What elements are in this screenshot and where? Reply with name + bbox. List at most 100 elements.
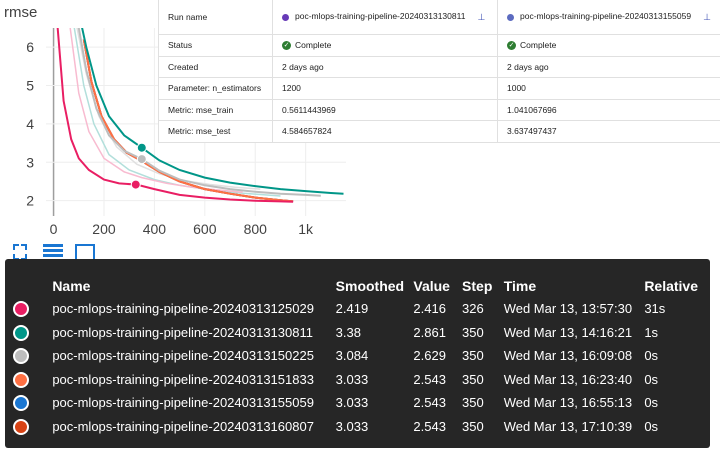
tooltip-name: poc-mlops-training-pipeline-202403131518… xyxy=(52,371,314,387)
compare-cell-text: Complete xyxy=(295,40,332,51)
series-swatch xyxy=(13,395,29,412)
x-tick-label: 400 xyxy=(143,221,167,237)
series-swatch xyxy=(13,324,29,341)
tooltip-name: poc-mlops-training-pipeline-202403131250… xyxy=(52,301,314,317)
series-swatch xyxy=(13,371,29,388)
series-line xyxy=(82,39,294,203)
x-tick-labels: 0 200 400 600 800 1k xyxy=(50,221,314,237)
y-tick-labels: 2 3 4 5 6 xyxy=(26,39,34,208)
y-axis-label: rmse xyxy=(4,4,37,21)
tooltip-row: poc-mlops-training-pipeline-202403131518… xyxy=(13,368,710,392)
compare-row-label: Created xyxy=(158,56,273,78)
tooltip-step: 350 xyxy=(462,371,484,387)
y-tick-label: 3 xyxy=(26,154,34,170)
tooltip-relative: 1s xyxy=(644,324,659,340)
run-color-dot xyxy=(507,13,514,21)
x-tick-label: 800 xyxy=(244,221,268,237)
compare-cell-text: Created xyxy=(168,61,199,72)
tooltip-value: 2.861 xyxy=(413,324,446,340)
tooltip-step: 350 xyxy=(462,395,484,411)
lines-icon[interactable] xyxy=(43,244,63,262)
tooltip-relative: 0s xyxy=(644,418,659,434)
check-circle-icon: ✓ xyxy=(507,41,516,51)
marker-group xyxy=(130,142,147,190)
tooltip-value: 2.543 xyxy=(413,371,446,387)
y-tick-label: 4 xyxy=(26,116,34,132)
tooltip-name: poc-mlops-training-pipeline-202403131502… xyxy=(52,348,314,364)
compare-header-text: poc-mlops-training-pipeline-202403131550… xyxy=(520,11,692,22)
tooltip-relative: 0s xyxy=(644,371,659,387)
tooltip-name: poc-mlops-training-pipeline-202403131608… xyxy=(52,418,314,434)
compare-cell-text: 1.041067696 xyxy=(507,104,557,115)
tooltip-smoothed: 2.419 xyxy=(335,301,369,317)
compare-cell: 1200 xyxy=(272,77,498,100)
series-line xyxy=(77,28,321,197)
compare-cell-text: Metric: mse_test xyxy=(168,126,231,137)
tooltip-step: 350 xyxy=(462,418,484,434)
compare-cell-text: Complete xyxy=(520,40,557,51)
compare-row-label: Parameter: n_estimators xyxy=(158,77,273,100)
tooltip-header: Smoothed xyxy=(335,278,405,294)
tooltip-value: 2.629 xyxy=(413,348,446,364)
compare-cell-text: 2 days ago xyxy=(507,61,549,72)
x-tick-label: 0 xyxy=(50,221,58,237)
tooltip-swatch-cell xyxy=(13,368,52,392)
tooltip-swatch-cell xyxy=(13,415,52,439)
run-compare-table: Run name poc-mlops-training-pipeline-2024… xyxy=(158,0,720,143)
chart-tooltip: Name Smoothed Value Step Time Relative poc-ml… xyxy=(5,259,710,448)
series-marker xyxy=(136,154,147,165)
x-tick-label: 600 xyxy=(193,221,217,237)
compare-cell: ✓ Complete xyxy=(272,34,498,57)
compare-cell: ✓ Complete xyxy=(497,34,720,57)
series-marker xyxy=(136,142,147,153)
tooltip-row: poc-mlops-training-pipeline-202403131502… xyxy=(13,344,710,368)
tooltip-smoothed: 3.033 xyxy=(335,395,369,411)
pin-icon[interactable]: ⊥ xyxy=(703,11,711,22)
tooltip-swatch-cell xyxy=(13,391,52,415)
compare-cell: 4.584657824 xyxy=(272,120,498,143)
compare-cell: 3.637497437 xyxy=(497,120,720,143)
tooltip-header: Relative xyxy=(644,278,699,294)
tooltip-header: Name xyxy=(52,278,91,294)
compare-cell-text: 3.637497437 xyxy=(507,126,557,137)
compare-row-label: Status xyxy=(158,34,273,57)
tooltip-relative: 0s xyxy=(644,348,659,364)
tooltip-header: Time xyxy=(503,278,537,294)
tooltip-table: Name Smoothed Value Step Time Relative poc-ml… xyxy=(13,275,710,438)
compare-cell-text: Metric: mse_train xyxy=(168,104,234,115)
tooltip-time: Wed Mar 13, 14:16:21 xyxy=(503,324,633,340)
series-swatch xyxy=(13,348,29,365)
tooltip-value: 2.543 xyxy=(413,395,446,411)
tooltip-step: 350 xyxy=(462,348,484,364)
tooltip-smoothed: 3.033 xyxy=(335,371,369,387)
compare-cell-text: Parameter: n_estimators xyxy=(168,83,262,94)
compare-header-label: Run name xyxy=(158,0,273,35)
compare-cell-text: 2 days ago xyxy=(282,61,324,72)
tooltip-time: Wed Mar 13, 13:57:30 xyxy=(503,301,633,317)
compare-cell-text: 0.5611443969 xyxy=(282,104,336,115)
compare-cell: 1.041067696 xyxy=(497,99,720,121)
x-tick-label: 200 xyxy=(92,221,116,237)
tooltip-header: Value xyxy=(413,278,450,294)
y-tick-label: 6 xyxy=(26,39,34,55)
tooltip-swatch-cell xyxy=(13,321,52,345)
run-color-dot xyxy=(282,13,289,21)
tooltip-relative: 0s xyxy=(644,395,659,411)
check-circle-icon: ✓ xyxy=(282,41,291,51)
tooltip-time: Wed Mar 13, 16:23:40 xyxy=(503,371,633,387)
x-tick-label: 1k xyxy=(298,221,314,237)
tooltip-header xyxy=(13,275,52,297)
tooltip-step: 326 xyxy=(462,301,484,317)
tooltip-smoothed: 3.033 xyxy=(335,418,369,434)
pin-icon[interactable]: ⊥ xyxy=(477,11,486,22)
tooltip-swatch-cell xyxy=(13,344,52,368)
tooltip-time: Wed Mar 13, 17:10:39 xyxy=(503,418,633,434)
tooltip-name: poc-mlops-training-pipeline-202403131550… xyxy=(52,395,314,411)
tooltip-smoothed: 3.084 xyxy=(335,348,369,364)
series-swatch xyxy=(13,301,29,318)
compare-header-text: poc-mlops-training-pipeline-202403131308… xyxy=(295,11,466,22)
tooltip-step: 350 xyxy=(462,324,484,340)
compare-run-name: poc-mlops-training-pipeline-202403131308… xyxy=(272,0,498,35)
tooltip-row: poc-mlops-training-pipeline-202403131250… xyxy=(13,297,710,321)
series-line xyxy=(81,28,344,195)
